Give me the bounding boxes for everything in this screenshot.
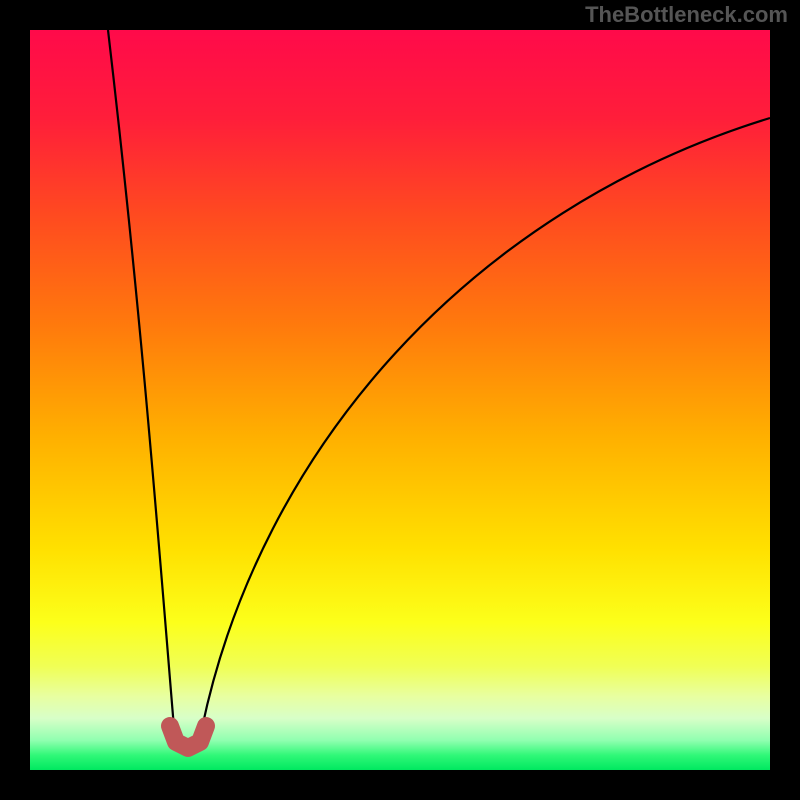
chart-svg — [0, 0, 800, 800]
watermark-text: TheBottleneck.com — [585, 2, 788, 28]
plot-area — [30, 30, 770, 770]
chart-container: TheBottleneck.com — [0, 0, 800, 800]
